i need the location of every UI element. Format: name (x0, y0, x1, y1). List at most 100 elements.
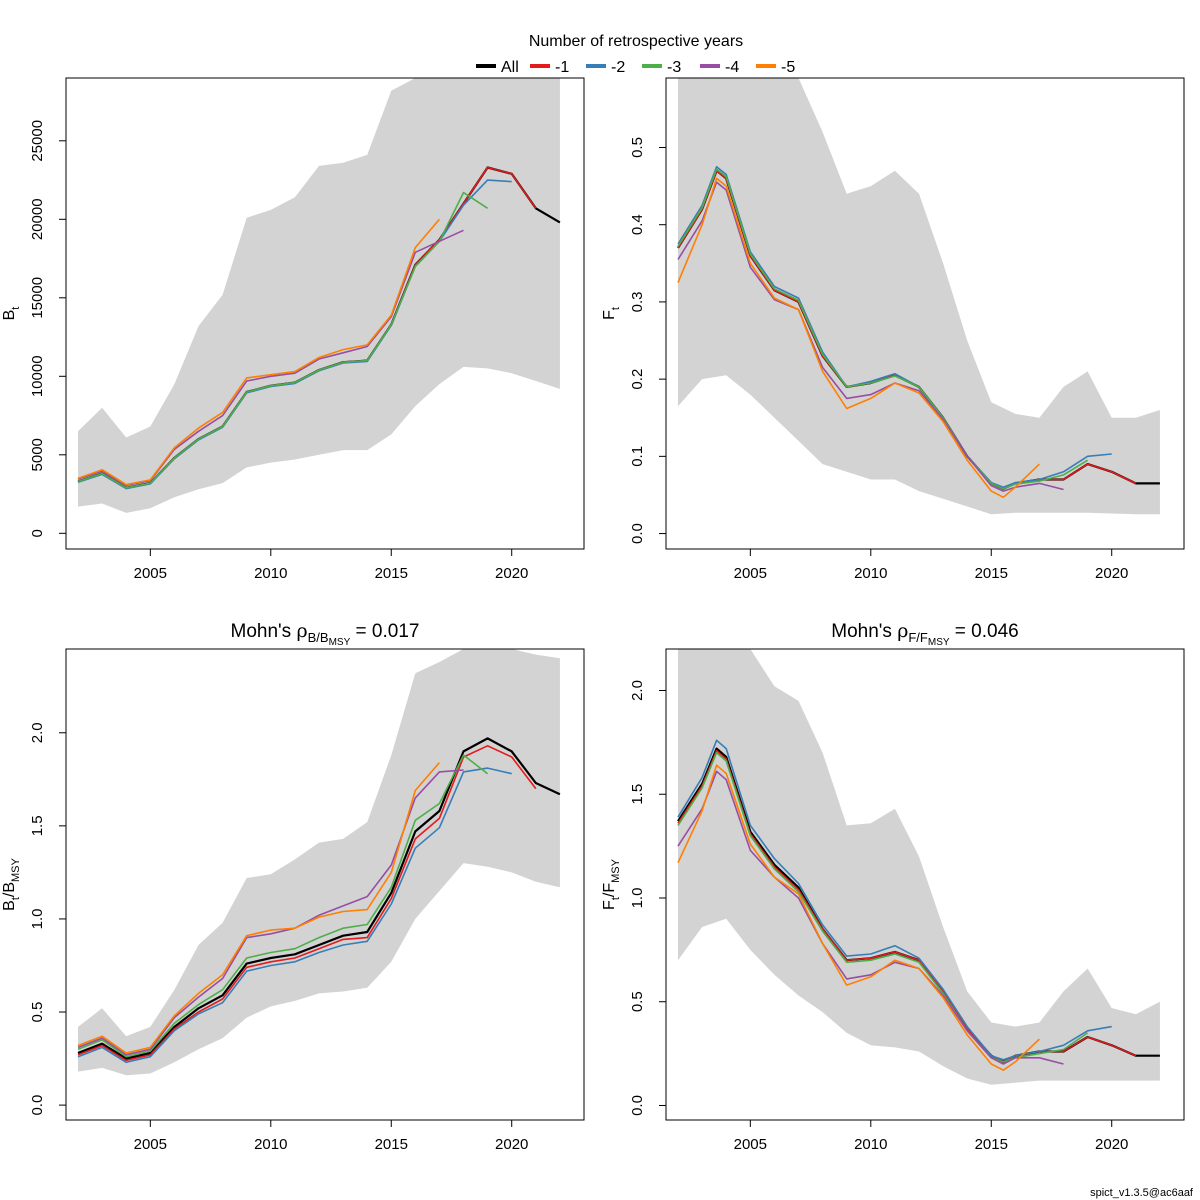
x-tick-label-2005: 2005 (734, 1136, 767, 1153)
x-tick-label-2020: 2020 (495, 1136, 528, 1153)
title-prefix: Mohn's (831, 621, 897, 642)
legend-entry-minus-1: -1 (530, 59, 569, 76)
y-axis-label-sep: /F (601, 883, 618, 897)
legend-entries: All -1 -2 -3 -4 -5 (476, 59, 795, 76)
y-axis-label: Ft (601, 307, 622, 320)
chart-panels: 2005 2010 2015 2020 0 5000 10000 15000 20000 2500… (1, 77, 1185, 1153)
legend-label: -1 (555, 59, 569, 76)
title-sub: F/F (908, 630, 928, 645)
x-tick-label-2005: 2005 (134, 1136, 167, 1153)
relative-fishing-mortality-panel: 2005 2010 2015 20200.00.51.01.52.0Ft/FMSYMo… (601, 620, 1185, 1153)
x-tick-label-2015: 2015 (975, 1136, 1008, 1153)
series-line-minus-4 (677, 770, 1064, 1065)
biomass-panel: 2005 2010 2015 2020 0 5000 10000 15000 20000 2500… (1, 77, 585, 582)
y-tick-label-25000: 25000 (29, 120, 46, 162)
x-tick-label-2010: 2010 (254, 565, 287, 582)
title-rho: ρ (296, 620, 307, 642)
y-axis-label-main: B (1, 900, 18, 911)
y-tick-label-2-0: 2.0 (629, 680, 646, 701)
title-value: = 0.046 (950, 621, 1019, 642)
y-tick-label-0-4: 0.4 (629, 214, 646, 235)
title-sub: B/B (308, 630, 329, 645)
legend-entry-minus-3: -3 (642, 59, 681, 76)
series-line-minus-5 (677, 764, 1040, 1071)
series-line-minus-3 (677, 168, 1089, 490)
y-axis-label-main: B (1, 310, 18, 321)
y-axis-label: Ft/FMSY (601, 858, 622, 910)
y-axis-label: Bt/BMSY (1, 857, 22, 910)
series-line-all (77, 737, 561, 1060)
legend-entry-minus-5: -5 (756, 59, 795, 76)
confidence-band (78, 649, 560, 1076)
legend-label: -2 (611, 59, 625, 76)
legend: Number of retrospective years All -1 -2 -3 -… (476, 33, 795, 76)
series-line-minus-1 (77, 745, 537, 1062)
y-tick-label-0-0: 0.0 (629, 1095, 646, 1116)
y-tick-label-15000: 15000 (29, 277, 46, 319)
title-prefix: Mohn's (231, 621, 297, 642)
title-subsub: MSY (928, 637, 950, 648)
series-line-minus-2 (677, 739, 1112, 1061)
y-axis-label-sub2: MSY (10, 857, 22, 882)
version-footer: spict_v1.3.5@ac6aaf (1090, 1187, 1194, 1199)
x-tick-label-2020: 2020 (495, 565, 528, 582)
y-tick-label-1-5: 1.5 (29, 815, 46, 836)
x-tick-label-2015: 2015 (375, 565, 408, 582)
y-axis-label-sub: t (10, 897, 22, 900)
x-tick-label-2010: 2010 (254, 1136, 287, 1153)
y-tick-label-0-0: 0.0 (629, 523, 646, 544)
confidence-band (678, 78, 1160, 515)
confidence-band (678, 649, 1160, 1085)
series-line-minus-5 (77, 762, 441, 1054)
x-tick-label-2020: 2020 (1095, 1136, 1128, 1153)
y-tick-label-0-2: 0.2 (629, 369, 646, 390)
y-axis-label-sub: t (610, 897, 622, 900)
y-tick-label-0-3: 0.3 (629, 291, 646, 312)
title-rho: ρ (897, 620, 908, 642)
y-tick-label-0-0: 0.0 (29, 1095, 46, 1116)
x-tick-label-2020: 2020 (1095, 565, 1128, 582)
series-line-minus-2 (77, 767, 512, 1064)
panel-title: Mohn's ρB/BMSY = 0.017 (231, 620, 420, 648)
x-tick-label-2015: 2015 (375, 1136, 408, 1153)
legend-entry-minus-4: -4 (700, 59, 739, 76)
x-tick-label-2005: 2005 (134, 565, 167, 582)
title-subsub: MSY (329, 637, 351, 648)
y-axis-label-main: F (601, 900, 618, 910)
y-tick-label-0-5: 0.5 (629, 991, 646, 1012)
plot-frame (665, 648, 1185, 1121)
y-tick-label-0-1: 0.1 (629, 446, 646, 467)
y-axis-label-sub: t (10, 307, 22, 310)
y-tick-label-5000: 5000 (29, 438, 46, 471)
confidence-band (78, 78, 560, 513)
panel-title: Mohn's ρF/FMSY = 0.046 (831, 620, 1018, 648)
legend-label: All (501, 59, 519, 76)
series-line-minus-5 (677, 177, 1040, 499)
plot-frame (65, 648, 585, 1121)
y-axis-label-main: F (601, 310, 618, 320)
plot-frame (665, 77, 1185, 550)
legend-title: Number of retrospective years (529, 33, 743, 50)
y-tick-label-1-0: 1.0 (29, 909, 46, 930)
x-tick-label-2015: 2015 (975, 565, 1008, 582)
legend-entry-minus-2: -2 (586, 59, 625, 76)
x-tick-label-2010: 2010 (854, 565, 887, 582)
y-tick-label-2-0: 2.0 (29, 722, 46, 743)
y-tick-label-0-5: 0.5 (29, 1002, 46, 1023)
plot-frame (65, 77, 585, 550)
legend-label: -3 (667, 59, 681, 76)
series-line-minus-4 (677, 181, 1064, 492)
y-tick-label-20000: 20000 (29, 198, 46, 240)
series-line-minus-3 (77, 754, 489, 1058)
fishing-mortality-panel: 2005 2010 2015 2020 0.0 0.1 0.2 0.3 0.4 0.5 Ft (601, 77, 1185, 582)
title-value: = 0.017 (350, 621, 419, 642)
y-tick-label-0: 0 (29, 529, 46, 537)
x-tick-label-2005: 2005 (734, 565, 767, 582)
y-axis-label-sep: /B (1, 882, 18, 897)
legend-label: -5 (781, 59, 795, 76)
y-axis-label: Bt (1, 307, 22, 321)
x-tick-label-2010: 2010 (854, 1136, 887, 1153)
series-line-minus-5 (77, 218, 441, 486)
legend-label: -4 (725, 59, 739, 76)
